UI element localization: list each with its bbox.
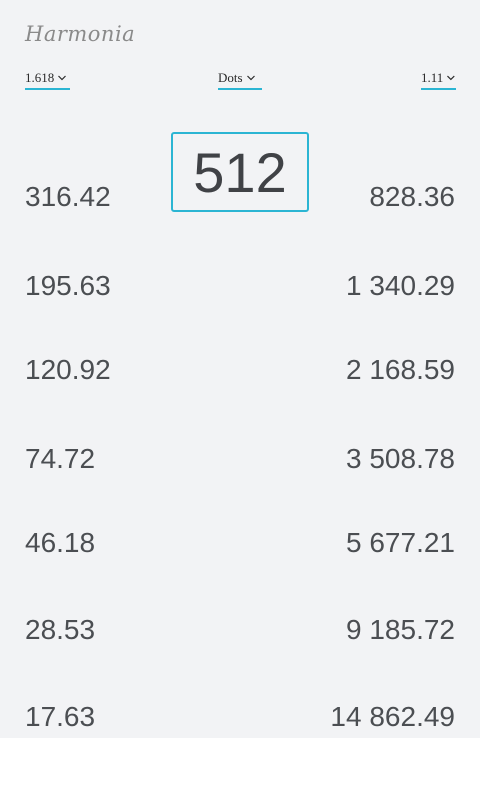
smaller-value-6: 28.53 bbox=[25, 614, 96, 645]
larger-value-6: 9 185.72 bbox=[346, 614, 455, 645]
larger-value-7: 14 862.49 bbox=[330, 701, 455, 732]
larger-value-1: 828.36 bbox=[369, 181, 455, 212]
larger-value-3: 2 168.59 bbox=[346, 354, 455, 385]
base-value-input[interactable] bbox=[171, 132, 309, 212]
larger-value-5: 5 677.21 bbox=[346, 527, 455, 558]
smaller-value-3: 120.92 bbox=[25, 354, 111, 385]
chevron-down-icon bbox=[447, 75, 455, 81]
app-screen: Harmonia 1.618 Dots 1.11 316.42 828.36 1… bbox=[0, 0, 480, 738]
ratio-dropdown-label: 1.618 bbox=[25, 70, 55, 85]
chevron-down-icon bbox=[246, 75, 255, 81]
ratio-dropdown[interactable]: 1.618 bbox=[25, 70, 70, 90]
smaller-value-5: 46.18 bbox=[25, 527, 96, 558]
smaller-value-4: 74.72 bbox=[25, 443, 96, 474]
unit-dropdown[interactable]: Dots bbox=[218, 70, 262, 90]
smaller-value-2: 195.63 bbox=[25, 270, 111, 301]
unit-dropdown-label: Dots bbox=[218, 70, 243, 85]
smaller-value-7: 17.63 bbox=[25, 701, 96, 732]
chevron-down-icon bbox=[58, 75, 67, 81]
smaller-value-1: 316.42 bbox=[25, 181, 111, 212]
larger-value-2: 1 340.29 bbox=[346, 270, 455, 301]
scale-dropdown[interactable]: 1.11 bbox=[421, 70, 456, 90]
larger-value-4: 3 508.78 bbox=[346, 443, 455, 474]
scale-dropdown-label: 1.11 bbox=[421, 70, 444, 85]
app-title: Harmonia bbox=[25, 22, 136, 46]
